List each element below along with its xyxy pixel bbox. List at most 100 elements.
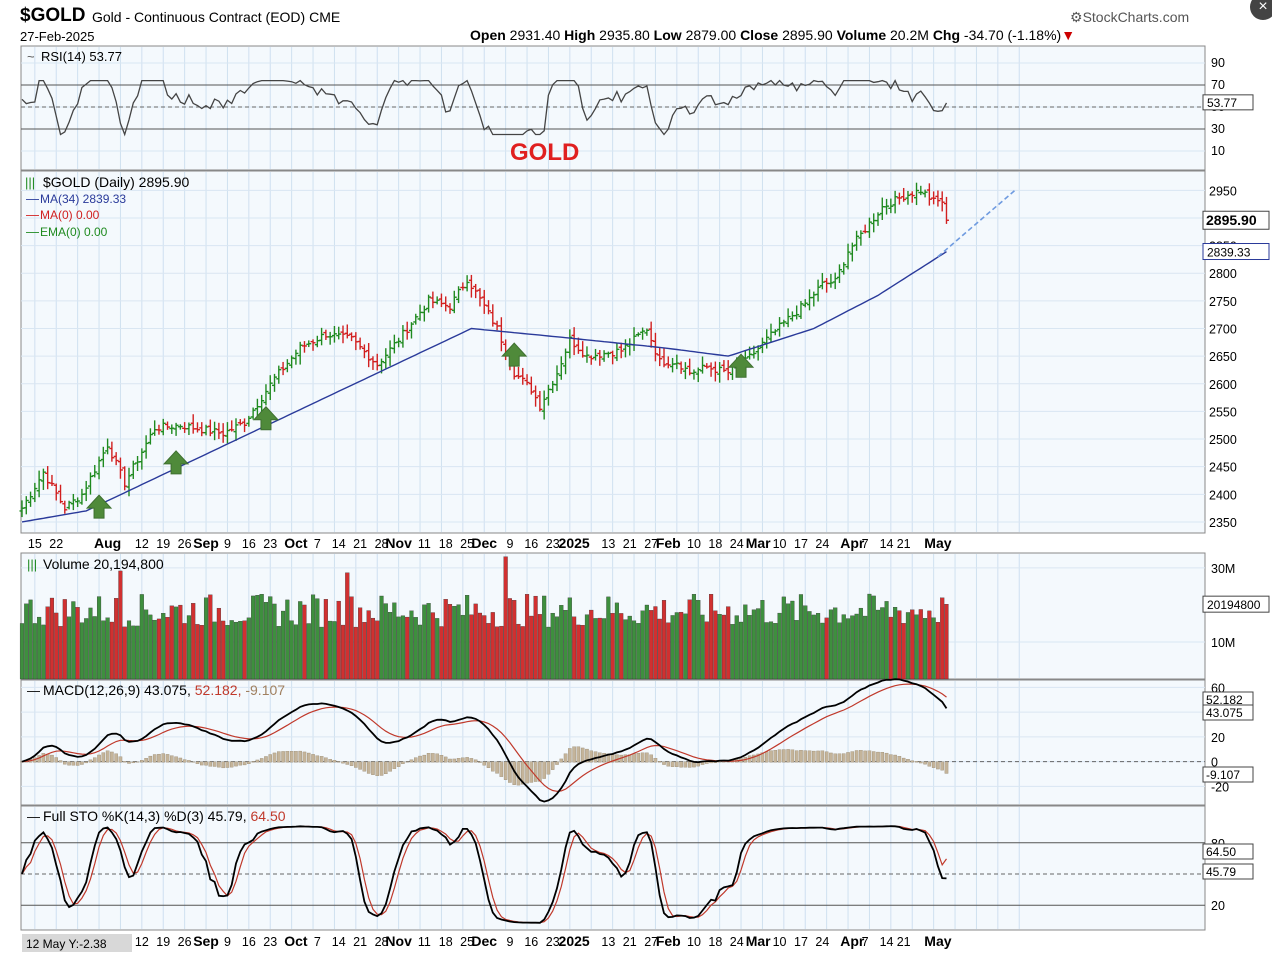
footer-note: 12 May Y:-2.38 — [26, 937, 107, 951]
macd-histogram-bar — [426, 753, 431, 763]
macd-histogram-bar — [893, 754, 897, 763]
macd-histogram-bar — [769, 750, 773, 763]
macd-histogram-bar — [521, 761, 525, 785]
month-axis-label: Mar — [746, 933, 771, 949]
macd-histogram-bar — [807, 750, 812, 763]
macd-histogram-bar — [439, 755, 444, 763]
price-tick-label: 2700 — [1209, 323, 1237, 337]
price-bar — [901, 187, 907, 202]
price-bar — [764, 329, 770, 349]
close-icon[interactable]: × — [1250, 0, 1272, 20]
price-bar — [888, 198, 894, 214]
macd-histogram-bar — [212, 761, 217, 767]
macd-histogram-bar — [281, 751, 285, 763]
price-bar — [32, 482, 38, 503]
price-bar — [943, 196, 949, 224]
price-tick-label: 2400 — [1209, 488, 1237, 502]
volume-bar — [131, 625, 136, 680]
volume-bar — [109, 621, 114, 680]
macd-histogram-bar — [204, 761, 208, 766]
volume-bar — [888, 616, 893, 680]
month-axis-label: Feb — [656, 933, 681, 949]
macd-tag: 52.182 — [1206, 693, 1243, 707]
macd-histogram-bar — [756, 753, 760, 763]
macd-histogram-bar — [901, 757, 906, 763]
month-axis-label: Nov — [385, 535, 412, 551]
volume-bar — [512, 600, 517, 680]
price-bar — [229, 420, 235, 432]
macd-histogram-bar — [657, 761, 662, 763]
volume-bar — [443, 599, 448, 680]
green-up-arrow-icon — [85, 494, 113, 519]
volume-bar — [914, 614, 919, 680]
volume-bar — [165, 617, 170, 680]
macd-histogram-bar — [247, 761, 251, 764]
macd-histogram-bar — [542, 761, 546, 779]
volume-bar — [281, 610, 286, 680]
date-axis-label: 10 — [773, 935, 787, 949]
volume-bar — [426, 603, 431, 680]
macd-histogram-bar — [503, 761, 508, 780]
volume-bar — [606, 596, 611, 680]
date-axis-label: 25 — [460, 935, 474, 949]
volume-bar — [101, 620, 106, 680]
macd-histogram-bar — [105, 750, 110, 763]
price-bar — [618, 342, 624, 359]
macd-histogram-bar — [80, 761, 84, 765]
green-up-arrow-icon — [252, 405, 280, 431]
price-bar — [237, 419, 243, 426]
volume-bar — [747, 615, 752, 680]
price-bar — [280, 361, 286, 376]
brand[interactable]: ⚙StockCharts.com — [1070, 9, 1190, 25]
date-axis-label: 10 — [687, 537, 701, 551]
volume-bar — [850, 615, 855, 680]
volume-bar — [263, 602, 269, 680]
volume-bar — [24, 603, 29, 680]
macd-histogram-bar — [803, 750, 807, 763]
volume-bar — [221, 620, 226, 680]
macd-histogram-bar — [200, 761, 204, 766]
date-axis-label: 26 — [178, 935, 192, 949]
price-bar — [661, 347, 667, 368]
volume-bar — [203, 597, 209, 680]
price-bar — [524, 374, 530, 386]
price-bar — [836, 264, 842, 284]
date-axis-label: 24 — [815, 537, 829, 551]
date-axis-label: 16 — [524, 935, 538, 949]
volume-bar — [683, 613, 688, 680]
price-bar — [610, 350, 616, 365]
macd-histogram-bar — [863, 750, 867, 763]
ohlc-readout: Open 2931.40 High 2935.80 Low 2879.00 Cl… — [470, 27, 1076, 43]
date-axis-label: 19 — [156, 537, 170, 551]
volume-bar — [285, 599, 290, 680]
date-axis-label: 17 — [794, 935, 808, 949]
price-bar — [614, 342, 620, 362]
date-axis-label: 7 — [314, 935, 321, 949]
macd-histogram-bar — [812, 750, 816, 763]
date-axis-label: 18 — [439, 935, 453, 949]
price-bar — [113, 452, 119, 466]
macd-histogram-bar — [576, 746, 581, 763]
macd-histogram-bar — [653, 758, 658, 763]
volume-bar — [315, 598, 320, 680]
macd-histogram-bar — [114, 753, 118, 763]
sto-tag-box — [1202, 843, 1254, 860]
green-up-arrow-icon — [727, 353, 755, 378]
macd-histogram-bar — [294, 751, 298, 763]
volume-bar — [161, 613, 166, 680]
price-bar — [216, 422, 222, 440]
date-axis-label: 12 — [135, 537, 149, 551]
macd-histogram-bar — [319, 756, 324, 763]
macd-histogram-bar — [144, 758, 148, 763]
volume-bar — [19, 623, 25, 680]
macd-histogram-bar — [906, 759, 910, 763]
macd-histogram-bar — [341, 761, 345, 764]
price-bar — [344, 324, 350, 339]
price-bar — [143, 435, 149, 459]
volume-bar — [794, 620, 799, 680]
month-axis-label: Sep — [193, 535, 219, 551]
date-axis-label: 12 — [135, 935, 149, 949]
date-axis-label: 7 — [862, 537, 869, 551]
volume-bar — [798, 594, 804, 680]
price-bar — [866, 217, 872, 238]
